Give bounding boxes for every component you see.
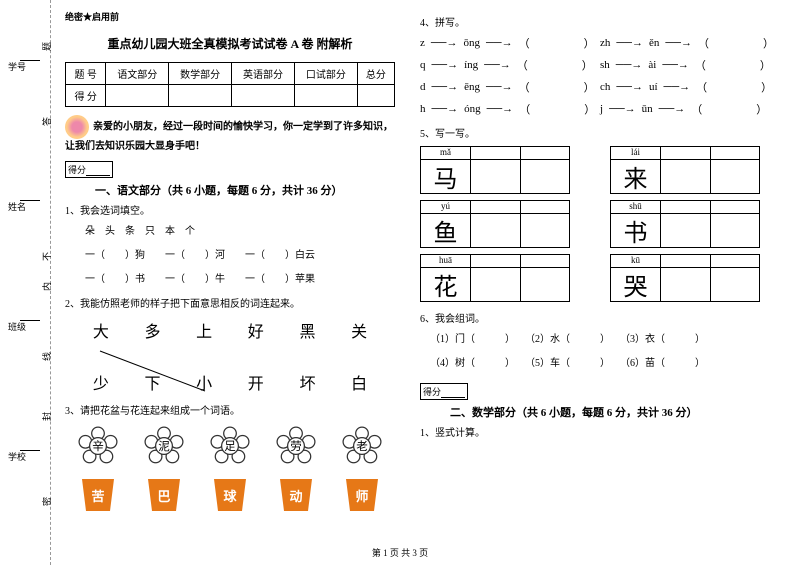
margin-char: 答 xyxy=(40,117,53,126)
table-row: 题 号 语文部分 数学部分 英语部分 口试部分 总分 xyxy=(66,63,395,85)
char-grid: mǎ 马 xyxy=(420,146,570,194)
pot-icon: 球 xyxy=(210,479,250,511)
word-bank: 朵 头 条 只 本 个 xyxy=(85,223,395,241)
table-header: 数学部分 xyxy=(169,63,232,85)
mascot-icon xyxy=(65,115,89,139)
left-column: 绝密★启用前 重点幼儿园大班全真模拟考试试卷 A 卷 附解析 题 号 语文部分 … xyxy=(65,10,410,523)
flower-row: 辛 泥 足 劳 老 xyxy=(65,425,395,467)
margin-label: 学号 xyxy=(8,60,26,73)
table-header: 口试部分 xyxy=(294,63,357,85)
score-box: 得分 xyxy=(420,383,468,400)
pot-icon: 师 xyxy=(342,479,382,511)
char-grid: kū 哭 xyxy=(610,254,760,302)
svg-text:足: 足 xyxy=(224,441,236,453)
exam-title: 重点幼儿园大班全真模拟考试试卷 A 卷 附解析 xyxy=(65,35,395,52)
margin-label: 班级 xyxy=(8,320,26,333)
margin-char: 题 xyxy=(40,42,53,51)
pot-icon: 苦 xyxy=(78,479,118,511)
score-table: 题 号 语文部分 数学部分 英语部分 口试部分 总分 得 分 xyxy=(65,62,395,107)
margin-char: 内 xyxy=(40,282,53,291)
flower-icon: 劳 xyxy=(275,425,317,467)
margin-char: 封 xyxy=(40,412,53,421)
question-text: 1、我会选词填空。 xyxy=(65,202,395,217)
table-header: 英语部分 xyxy=(232,63,295,85)
section-heading: 二、数学部分（共 6 小题，每题 6 分，共计 36 分） xyxy=(450,404,780,420)
question-text: 5、写一写。 xyxy=(420,125,780,140)
char-grid: huā 花 xyxy=(420,254,570,302)
question-text: 2、我能仿照老师的样子把下面意思相反的词连起来。 xyxy=(65,295,395,310)
question-text: 6、我会组词。 xyxy=(420,310,780,325)
svg-text:老: 老 xyxy=(356,440,368,453)
right-column: 4、拼写。 z──→ōng──→（）zh──→ěn──→（） q──→íng──→… xyxy=(410,10,780,523)
svg-text:辛: 辛 xyxy=(92,439,104,453)
char-grid: shū 书 xyxy=(610,200,760,248)
table-header: 题 号 xyxy=(66,63,106,85)
margin-label: 学校 xyxy=(8,450,26,463)
score-box: 得分 xyxy=(65,161,113,178)
margin-char: 线 xyxy=(40,352,53,361)
pot-row: 苦 巴 球 动 师 xyxy=(65,479,395,511)
pinyin-row: z──→ōng──→（）zh──→ěn──→（） xyxy=(420,35,780,51)
pinyin-row: h──→óng──→（）j──→ūn──→（） xyxy=(420,101,780,117)
pinyin-row: d──→ēng──→（）ch──→uí──→（） xyxy=(420,79,780,95)
page-footer: 第 1 页 共 3 页 xyxy=(0,546,800,559)
section-heading: 一、语文部分（共 6 小题，每题 6 分，共计 36 分） xyxy=(95,182,395,198)
svg-text:泥: 泥 xyxy=(158,440,170,453)
intro-text: 亲爱的小朋友，经过一段时间的愉快学习，你一定学到了许多知识，让我们去知识乐园大显… xyxy=(65,115,395,155)
pot-icon: 巴 xyxy=(144,479,184,511)
margin-char: 密 xyxy=(40,497,53,506)
table-header: 总分 xyxy=(357,63,394,85)
fill-blank-line: 一（ ）书 一（ ）牛 一（ ）苹果 xyxy=(85,271,395,289)
pot-icon: 动 xyxy=(276,479,316,511)
table-header: 语文部分 xyxy=(106,63,169,85)
svg-text:劳: 劳 xyxy=(290,440,302,453)
char-grid-row: huā 花 kū 哭 xyxy=(420,254,780,302)
word-group-line: （4）树（ ） （5）车（ ） （6）苗（ ） xyxy=(430,355,780,373)
word-group-line: （1）门（ ） （2）水（ ） （3）衣（ ） xyxy=(430,331,780,349)
flower-icon: 足 xyxy=(209,425,251,467)
confidential-label: 绝密★启用前 xyxy=(65,10,395,23)
connect-line xyxy=(65,336,395,406)
flower-icon: 老 xyxy=(341,425,383,467)
table-row: 得 分 xyxy=(66,85,395,107)
char-grid: yú 鱼 xyxy=(420,200,570,248)
char-grid: lái 来 xyxy=(610,146,760,194)
margin-label: 姓名 xyxy=(8,200,26,213)
margin-char: 不 xyxy=(40,252,53,261)
page-content: 绝密★启用前 重点幼儿园大班全真模拟考试试卷 A 卷 附解析 题 号 语文部分 … xyxy=(65,10,790,523)
question-text: 1、竖式计算。 xyxy=(420,424,780,439)
pinyin-row: q──→íng──→（）sh──→ài──→（） xyxy=(420,57,780,73)
question-text: 4、拼写。 xyxy=(420,14,780,29)
binding-margin: 题 学号 答 姓名 不 内 班级 线 封 学校 密 xyxy=(0,0,55,565)
flower-icon: 辛 xyxy=(77,425,119,467)
fill-blank-line: 一（ ）狗 一（ ）河 一（ ）白云 xyxy=(85,247,395,265)
char-grid-row: mǎ 马 lái 来 xyxy=(420,146,780,194)
table-cell: 得 分 xyxy=(66,85,106,107)
char-grid-row: yú 鱼 shū 书 xyxy=(420,200,780,248)
flower-icon: 泥 xyxy=(143,425,185,467)
